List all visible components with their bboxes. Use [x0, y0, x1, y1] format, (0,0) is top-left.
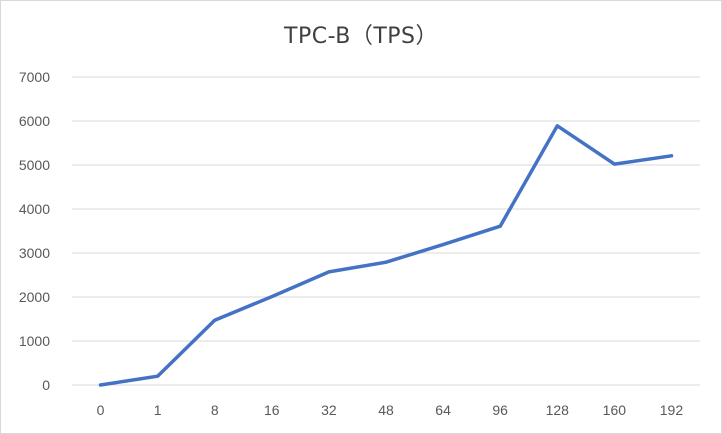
- data-point: [156, 374, 160, 378]
- data-point: [612, 162, 616, 166]
- x-tick-label: 1: [154, 402, 162, 418]
- y-tick-label: 0: [42, 377, 50, 393]
- x-tick-label: 192: [660, 402, 684, 418]
- y-tick-label: 2000: [19, 289, 50, 305]
- series-layer: [98, 124, 674, 387]
- data-point: [498, 224, 502, 228]
- y-axis-tick-labels: 0 1000 2000 3000 4000 5000 6000 7000: [19, 69, 50, 393]
- y-tick-label: 7000: [19, 69, 50, 85]
- data-point: [327, 270, 331, 274]
- y-tick-label: 5000: [19, 157, 50, 173]
- data-point: [669, 154, 673, 158]
- x-tick-label: 96: [492, 402, 508, 418]
- data-point: [441, 243, 445, 247]
- y-tick-label: 4000: [19, 201, 50, 217]
- chart-title: TPC-B（TPS）: [284, 24, 438, 49]
- data-point: [384, 260, 388, 264]
- data-point: [213, 318, 217, 322]
- x-tick-label: 128: [546, 402, 570, 418]
- data-point: [555, 124, 559, 128]
- x-tick-label: 8: [211, 402, 219, 418]
- x-tick-label: 48: [378, 402, 394, 418]
- x-tick-label: 16: [264, 402, 280, 418]
- y-tick-label: 3000: [19, 245, 50, 261]
- y-tick-label: 1000: [19, 333, 50, 349]
- gridlines: [72, 76, 700, 386]
- y-tick-label: 6000: [19, 113, 50, 129]
- x-axis-tick-labels: 0 1 8 16 32 48 64 96 128 160 192: [97, 402, 684, 418]
- data-point: [99, 383, 103, 387]
- x-tick-label: 160: [603, 402, 627, 418]
- x-tick-label: 64: [435, 402, 451, 418]
- data-point: [270, 295, 274, 299]
- x-tick-label: 0: [97, 402, 105, 418]
- x-tick-label: 32: [321, 402, 337, 418]
